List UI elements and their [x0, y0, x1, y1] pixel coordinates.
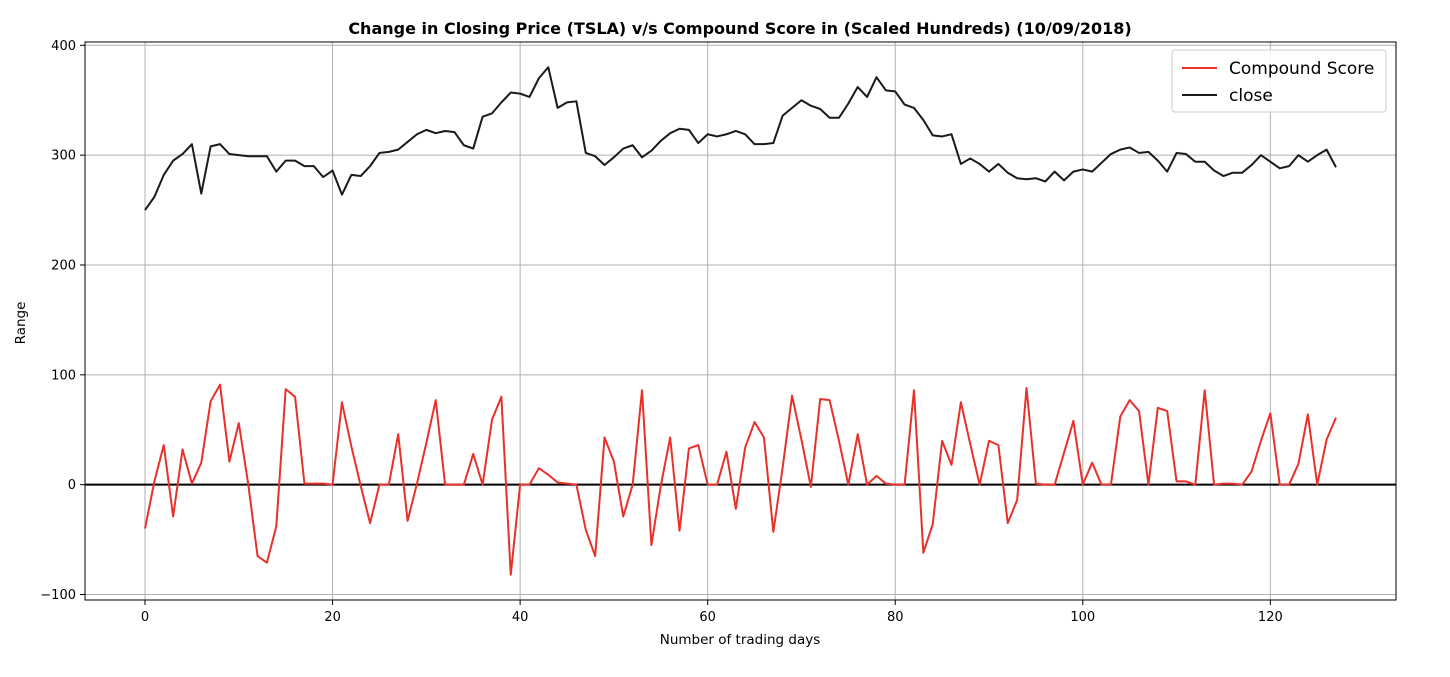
y-tick-label: −100	[40, 588, 76, 603]
legend-label: Compound Score	[1229, 59, 1374, 79]
legend: Compound Score close	[1171, 49, 1387, 113]
legend-label: close	[1229, 86, 1273, 106]
legend-box	[1171, 49, 1387, 113]
y-tick-label: 100	[51, 368, 76, 383]
series-line-compound-score	[144, 383, 1337, 576]
series-line-close	[144, 66, 1337, 211]
grid	[85, 42, 1396, 600]
y-tick-label: 200	[51, 258, 76, 273]
x-tick-label: 0	[141, 610, 149, 625]
y-tick-label: 400	[51, 39, 76, 54]
x-axis-label: Number of trading days	[660, 632, 821, 648]
y-tick-label: 0	[68, 478, 76, 493]
x-axis: 0 20 40 60 80 100 120	[141, 600, 1283, 625]
plot-frame	[84, 41, 1397, 601]
x-tick-label: 40	[512, 610, 529, 625]
x-tick-label: 20	[324, 610, 341, 625]
x-tick-label: 100	[1070, 610, 1095, 625]
x-tick-label: 60	[699, 610, 716, 625]
chart-title: Change in Closing Price (TSLA) v/s Compo…	[348, 19, 1131, 38]
y-tick-label: 300	[51, 149, 76, 164]
x-tick-label: 80	[887, 610, 904, 625]
series-layer	[144, 66, 1337, 576]
x-tick-label: 120	[1258, 610, 1283, 625]
y-axis: −100 0 100 200 300 400	[40, 39, 85, 603]
y-axis-label: Range	[13, 302, 29, 345]
